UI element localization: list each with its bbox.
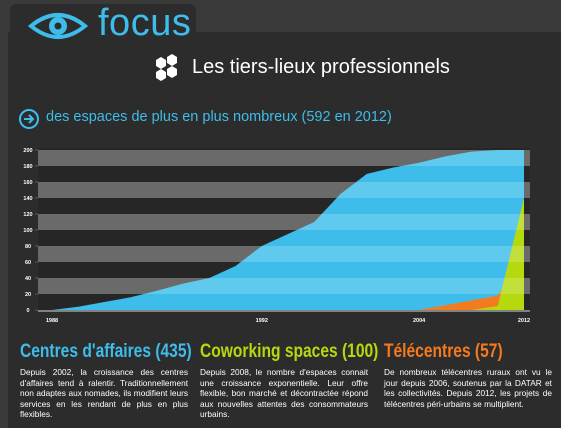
band-overlay <box>38 246 530 262</box>
brand: focus <box>98 2 192 44</box>
panel-column: Coworking spaces (100) Depuis 2008, le n… <box>200 341 379 420</box>
panel-column: Centres d'affaires (435) Depuis 2002, la… <box>20 341 192 420</box>
column-heading: Coworking spaces (100) <box>200 341 379 362</box>
area <box>471 198 524 310</box>
area <box>419 254 524 310</box>
chart: 0 20 40 60 80 100 120 140 160 180 200 1988 1992 2004 2… <box>23 148 530 324</box>
column-text: Depuis 2002, la croissance des centres d… <box>20 367 188 419</box>
y-tick-label: 180 <box>23 164 32 170</box>
x-tick-label: 2004 <box>413 318 426 324</box>
column-heading: Télécentres (57) <box>384 341 503 362</box>
y-tick-label: 60 <box>25 260 31 266</box>
panel-column: Télécentres (57) De nombreux télécentres… <box>384 341 552 409</box>
band-overlay <box>38 278 530 294</box>
header-tab <box>10 4 196 48</box>
arrow-icon <box>19 109 39 129</box>
column-heading: Centres d'affaires (435) <box>20 341 192 362</box>
chart-subtitle: des espaces de plus en plus nombreux (59… <box>46 109 392 125</box>
y-tick-label: 40 <box>25 276 31 282</box>
band-overlay <box>38 150 530 166</box>
y-tick-label: 20 <box>25 292 31 298</box>
y-tick-label: 100 <box>23 228 32 234</box>
column-text: De nombreux télécentres ruraux ont vu le… <box>384 367 552 409</box>
page-title: Les tiers-lieux professionnels <box>192 56 450 78</box>
eye-icon <box>28 13 88 39</box>
x-tick-label: 1992 <box>256 318 268 324</box>
y-tick-label: 80 <box>25 244 31 250</box>
y-tick-label: 0 <box>26 308 29 314</box>
hexagon-icon <box>156 54 177 81</box>
y-tick-label: 160 <box>23 180 32 186</box>
area <box>52 150 524 310</box>
x-tick-label: 1988 <box>46 318 58 324</box>
y-tick-label: 200 <box>23 148 32 154</box>
grid-band <box>38 150 530 166</box>
band-overlay <box>38 182 530 198</box>
column-text: Depuis 2008, le nombre d'espaces connait… <box>200 367 368 419</box>
y-tick-label: 140 <box>23 196 32 202</box>
x-tick-label: 2012 <box>518 318 530 324</box>
y-tick-label: 120 <box>23 212 32 218</box>
band-overlay <box>38 214 530 230</box>
